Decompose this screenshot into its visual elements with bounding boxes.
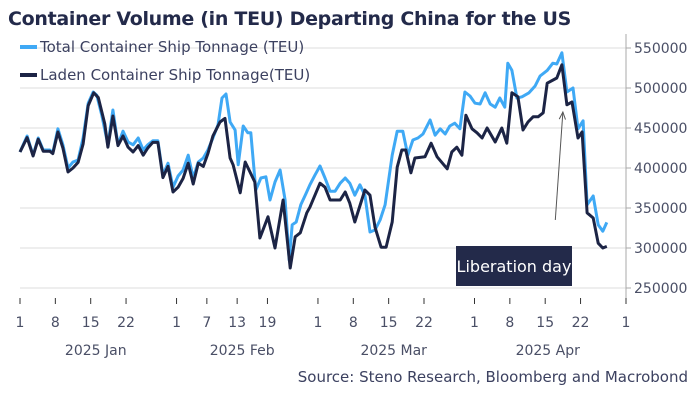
x-tick-label: 1 (470, 315, 479, 331)
x-tick-label: 13 (228, 315, 246, 331)
annotation-box (456, 246, 572, 286)
legend-swatch-laden (20, 73, 37, 77)
annotation-label: Liberation day (457, 257, 572, 276)
x-tick-label: 19 (259, 315, 277, 331)
y-tick-label: 450000 (634, 121, 687, 137)
legend-label-total: Total Container Ship Tonnage (TEU) (40, 38, 305, 56)
x-tick-label: 1 (172, 315, 181, 331)
x-tick-label: 1 (16, 315, 25, 331)
legend-item-laden: Laden Container Ship Tonnage(TEU) (20, 66, 310, 84)
month-label: 2025 Mar (360, 343, 427, 359)
series-lines (18, 51, 609, 270)
x-tick-label: 22 (415, 315, 433, 331)
x-tick-label: 8 (349, 315, 358, 331)
legend-swatch-total (20, 45, 37, 49)
y-tick-label: 250000 (634, 281, 687, 297)
x-tick-label: 8 (505, 315, 514, 331)
arrowhead-icon (558, 110, 566, 120)
legend-label-laden: Laden Container Ship Tonnage(TEU) (40, 66, 311, 84)
annotation: Liberation day (456, 110, 572, 286)
y-tick-label: 350000 (634, 201, 687, 217)
x-tick-label: 15 (536, 315, 554, 331)
y-tick-label: 300000 (634, 241, 687, 257)
x-tick-label: 22 (117, 315, 135, 331)
x-tick-label: 7 (202, 315, 211, 331)
series-line-total (18, 51, 609, 262)
x-tick-label: 15 (380, 315, 398, 331)
y-tick-label: 550000 (634, 41, 687, 57)
y-tick-label: 400000 (634, 161, 687, 177)
month-label: 2025 Apr (516, 343, 581, 359)
annotation-arrow (554, 111, 564, 221)
x-tick-label: 15 (82, 315, 100, 331)
source-note: Source: Steno Research, Bloomberg and Ma… (297, 368, 688, 386)
month-label: 2025 Feb (210, 343, 275, 359)
gridlines (20, 47, 626, 289)
series-line-laden (18, 63, 608, 270)
axes: 250000 300000 350000 400000 450000 500000 5500… (16, 34, 687, 359)
x-tick-label: 1 (622, 315, 631, 331)
x-tick-label: 1 (313, 315, 322, 331)
legend-item-total: Total Container Ship Tonnage (TEU) (20, 38, 304, 56)
month-label: 2025 Jan (65, 343, 127, 359)
y-tick-label: 500000 (634, 81, 687, 97)
chart-title: Container Volume (in TEU) Departing Chin… (8, 8, 572, 30)
x-tick-label: 22 (572, 315, 590, 331)
x-tick-label: 8 (51, 315, 60, 331)
